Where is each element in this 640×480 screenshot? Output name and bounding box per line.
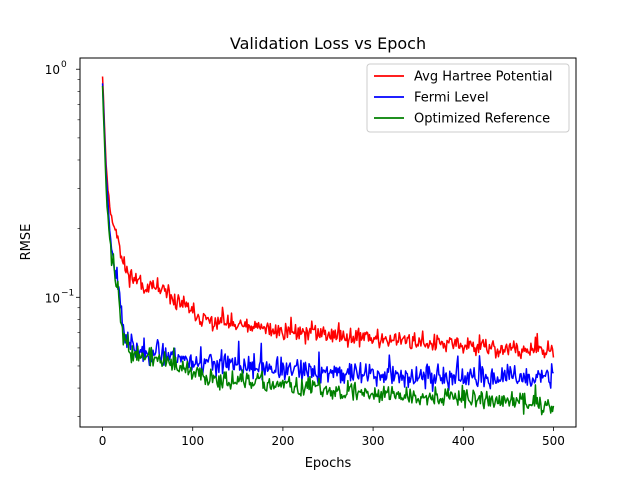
- series-layer: [101, 76, 555, 416]
- y-tick-label: 10: [45, 63, 60, 77]
- legend-label-1: Avg Hartree Potential: [414, 70, 553, 85]
- chart-title: Validation Loss vs Epoch: [230, 34, 426, 53]
- legend-label-3: Optimized Reference: [414, 112, 550, 127]
- series-line-2: [101, 83, 555, 392]
- series-line-1: [101, 76, 555, 360]
- legend: Avg Hartree Potential Fermi Level Optimize…: [366, 63, 570, 133]
- x-tick-label: 0: [99, 434, 107, 448]
- y-axis-label: RMSE: [19, 224, 34, 261]
- y-tick-exponent: 0: [61, 60, 67, 70]
- plot-frame: [79, 57, 577, 428]
- x-tick-label: 100: [181, 434, 204, 448]
- x-tick-label: 200: [271, 434, 294, 448]
- y-tick-label: 10: [45, 291, 60, 305]
- legend-label-2: Fermi Level: [414, 91, 489, 106]
- y-tick-exponent: −1: [61, 288, 74, 298]
- x-tick-label: 400: [452, 434, 475, 448]
- series-line-3: [101, 85, 555, 416]
- x-tick-label: 500: [542, 434, 565, 448]
- x-tick-label: 300: [362, 434, 385, 448]
- legend-box: [366, 63, 570, 133]
- x-axis-label: Epochs: [305, 456, 352, 471]
